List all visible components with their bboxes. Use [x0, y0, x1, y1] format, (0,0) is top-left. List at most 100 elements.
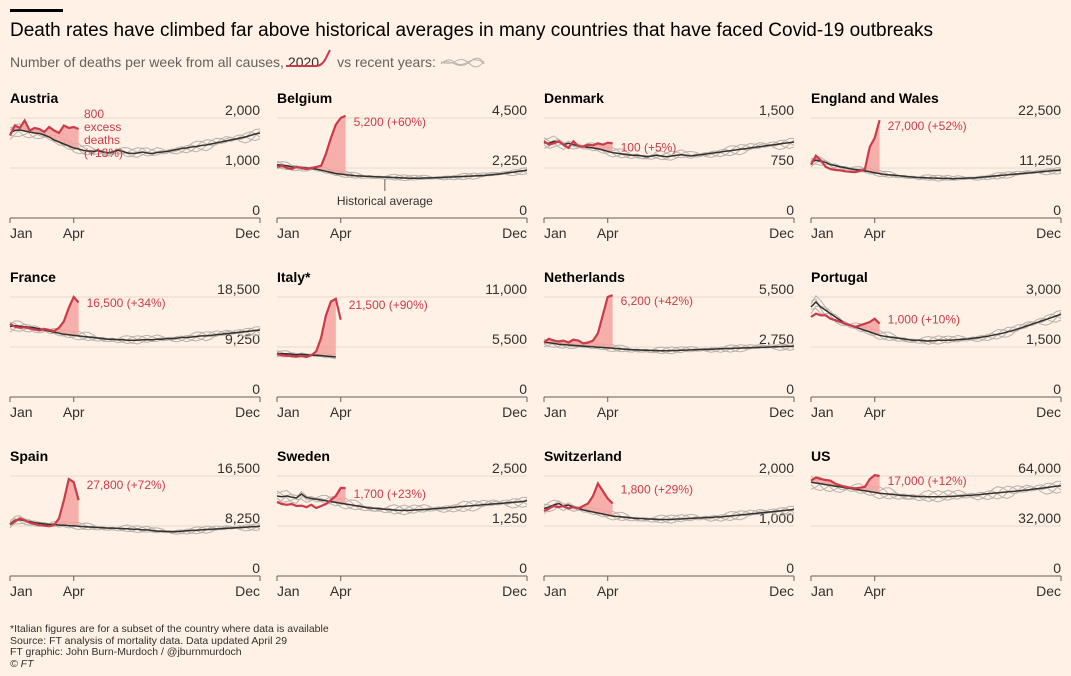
historical-average-line: [543, 341, 795, 352]
y-tick-label: 5,500: [492, 331, 527, 347]
x-tick-label: Jan: [811, 404, 834, 420]
y-tick-label: 3,000: [1026, 281, 1061, 297]
excess-deaths-annotation: 21,500 (+90%): [349, 298, 428, 312]
x-tick-label: Jan: [811, 583, 834, 599]
ft-topbar: [10, 9, 63, 12]
chart-title: England and Wales: [811, 90, 939, 106]
footer-copyright: © FT: [10, 657, 34, 670]
line-2020: [810, 312, 881, 329]
recent-year-line: [810, 305, 1062, 344]
line-2020: [9, 477, 80, 528]
excess-deaths-area: [811, 475, 880, 494]
y-tick-label: 0: [252, 381, 260, 397]
y-tick-label: 1,500: [1026, 331, 1061, 347]
excess-deaths-area: [544, 141, 613, 153]
y-tick-label: 8,250: [225, 510, 260, 526]
y-tick-label: 0: [252, 560, 260, 576]
excess-deaths-area: [10, 479, 79, 527]
y-tick-label: 2,750: [759, 331, 794, 347]
chart-panel: Italy* 11,000 5,500 0 Jan Apr Dec 21,500 (+90%): [276, 269, 528, 420]
x-tick-label: Dec: [769, 404, 794, 420]
line-2020: [276, 486, 346, 510]
chart-panel: Spain 16,500 8,250 0 Jan Apr Dec 27,800 (+72%): [9, 448, 261, 599]
y-tick-label: 0: [1053, 560, 1061, 576]
excess-deaths-annotation: 16,500 (+34%): [87, 296, 166, 310]
x-tick-label: Jan: [277, 404, 300, 420]
x-tick-label: Dec: [235, 225, 260, 241]
subtitle: Number of deaths per week from all cause…: [10, 49, 486, 70]
chart-panel: Netherlands 5,500 2,750 0 Jan Apr Dec 6,200 (+4…: [543, 269, 795, 420]
y-tick-label: 1,500: [759, 102, 794, 118]
chart-panel: Belgium 4,500 2,250 0 Jan Apr Dec 5,200 (+60%) H…: [276, 90, 528, 241]
subtitle-suffix: vs recent years:: [337, 54, 436, 70]
chart-title: Switzerland: [544, 448, 622, 464]
recent-year-line: [276, 493, 528, 514]
x-tick-label: Jan: [544, 404, 567, 420]
line-2020: [810, 119, 881, 174]
y-tick-label: 0: [786, 202, 794, 218]
y-tick-label: 1,000: [225, 152, 260, 168]
footer-source: Source: FT analysis of mortality data. D…: [10, 634, 288, 647]
historical-average-line: [810, 159, 1062, 180]
line-2020: [276, 114, 347, 171]
subtitle-prefix: Number of deaths per week from all cause…: [10, 54, 284, 70]
x-tick-label: Apr: [864, 404, 886, 420]
chart-title: Spain: [10, 448, 48, 464]
line-2020: [543, 294, 613, 345]
y-tick-label: 750: [771, 152, 795, 168]
y-tick-label: 22,500: [1018, 102, 1061, 118]
x-tick-label: Apr: [864, 583, 886, 599]
recent-year-line: [276, 489, 528, 516]
y-tick-label: 5,500: [759, 281, 794, 297]
chart-panel: Denmark 1,500 750 0 Jan Apr Dec 100 (+5%): [543, 90, 795, 241]
y-tick-label: 0: [1053, 202, 1061, 218]
y-tick-label: 0: [252, 202, 260, 218]
x-tick-label: Apr: [63, 225, 85, 241]
historical-average-line: [543, 140, 795, 158]
historical-average-line: [276, 163, 528, 179]
chart-title: Belgium: [277, 90, 332, 106]
x-tick-label: Dec: [1036, 404, 1061, 420]
subtitle-2020-key: 2020: [285, 49, 331, 70]
excess-deaths-area: [277, 115, 346, 175]
x-tick-label: Jan: [811, 225, 834, 241]
y-tick-label: 2,000: [225, 102, 260, 118]
chart-panel: Portugal 3,000 1,500 0 Jan Apr Dec 1,000 (+10%): [810, 269, 1062, 420]
x-tick-label: Dec: [235, 583, 260, 599]
chart-panel: Austria 2,000 1,000 0 Jan Apr Dec 800 excess deat…: [9, 90, 261, 241]
chart-panel: England and Wales 22,500 11,250 0 Jan Apr Dec 2…: [810, 90, 1062, 241]
legend-recent-years-icon: [440, 57, 485, 68]
chart-title: France: [10, 269, 56, 285]
footer-graphic: FT graphic: John Burn-Murdoch / @jburnmu…: [10, 646, 242, 658]
x-tick-label: Dec: [502, 225, 527, 241]
excess-deaths-annotation: 5,200 (+60%): [354, 115, 426, 129]
x-tick-label: Apr: [330, 404, 352, 420]
chart-title: Austria: [10, 90, 58, 106]
x-tick-label: Jan: [277, 583, 300, 599]
excess-deaths-area: [811, 120, 880, 174]
x-tick-label: Apr: [597, 404, 619, 420]
y-tick-label: 11,000: [485, 281, 527, 297]
x-tick-label: Apr: [63, 583, 85, 599]
legend-2020-line-icon: [285, 49, 331, 67]
chart-title: Denmark: [544, 90, 604, 106]
line-2020: [543, 139, 613, 150]
x-tick-label: Jan: [10, 583, 33, 599]
x-tick-label: Apr: [597, 225, 619, 241]
chart-panel: US 64,000 32,000 0 Jan Apr Dec 17,000 (+12%): [810, 448, 1062, 599]
x-tick-label: Dec: [502, 404, 527, 420]
x-tick-label: Apr: [864, 225, 886, 241]
y-tick-label: 0: [786, 381, 794, 397]
excess-deaths-area: [811, 302, 880, 336]
y-tick-label: 64,000: [1018, 460, 1061, 476]
recent-year-line: [810, 480, 1062, 501]
y-tick-label: 0: [786, 560, 794, 576]
line-2020: [810, 474, 880, 490]
x-tick-label: Apr: [597, 583, 619, 599]
x-tick-label: Dec: [769, 583, 794, 599]
line-2020: [543, 481, 614, 512]
recent-year-line: [543, 138, 795, 160]
line-2020: [276, 297, 342, 359]
